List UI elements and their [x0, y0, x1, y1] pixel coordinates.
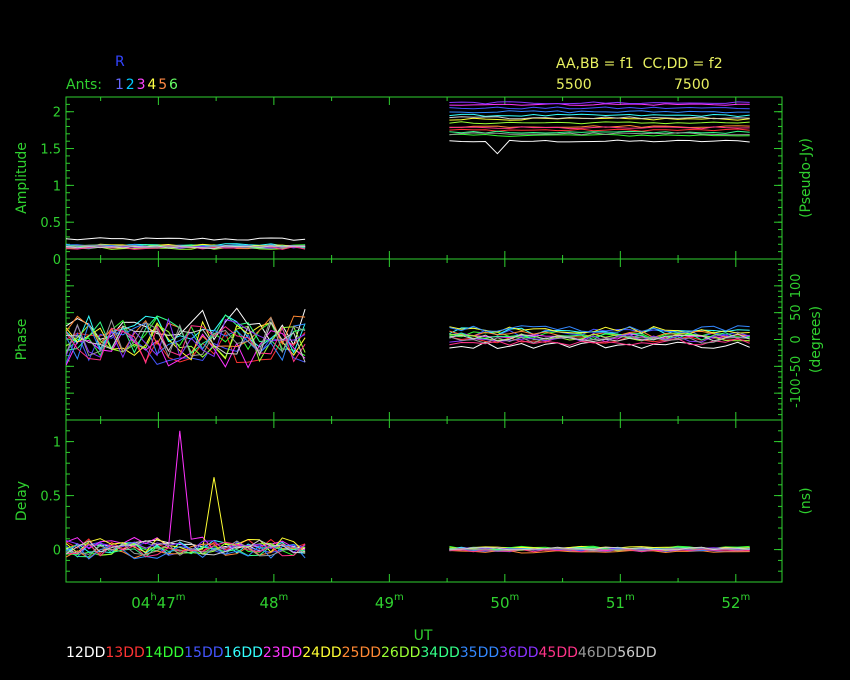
x-tick-minute-unit: m: [394, 592, 404, 603]
phase-axis-label: Phase: [14, 319, 30, 361]
legend-entry-56DD: 56DD: [617, 645, 656, 661]
x-tick-minute-unit: m: [176, 592, 186, 603]
y-right-tick-label: 100: [789, 273, 804, 298]
x-tick-minutes: 51: [606, 594, 625, 612]
legend-entry-25DD: 25DD: [342, 645, 381, 661]
freq-value-f2: 7500: [674, 77, 710, 93]
x-tick-minutes: 49: [375, 594, 394, 612]
amplitude-axis-label: Amplitude: [14, 142, 30, 214]
x-tick-minute-unit: m: [740, 592, 750, 603]
y-right-tick-label: 50: [789, 304, 804, 321]
x-tick-minutes: 48: [259, 594, 278, 612]
y-tick-label: 1: [53, 179, 61, 194]
ant-digit-2: 2: [126, 77, 135, 93]
y-tick-label: 0: [53, 253, 61, 268]
y-tick-label: 1: [53, 436, 61, 451]
y-right-tick-label: 0: [789, 335, 804, 343]
legend-entry-14DD: 14DD: [145, 645, 184, 661]
x-tick-minute-unit: m: [625, 592, 635, 603]
x-tick-minutes: 47: [157, 594, 176, 612]
amplitude-unit-label: (Pseudo-Jy): [798, 138, 814, 218]
x-tick-hours: 04: [131, 594, 150, 612]
legend-entry-12DD: 12DD: [66, 645, 105, 661]
y-tick-label: 0.5: [40, 490, 61, 505]
legend-entry-34DD: 34DD: [420, 645, 459, 661]
delay-unit-label: (ns): [798, 487, 814, 514]
ant-digit-3: 3: [137, 77, 146, 93]
x-tick-minutes: 50: [490, 594, 509, 612]
ant-digit-5: 5: [158, 77, 167, 93]
legend-entry-45DD: 45DD: [539, 645, 578, 661]
ant-digit-6: 6: [169, 77, 178, 93]
y-right-tick-label: -50: [789, 356, 804, 377]
header-marker: R: [115, 54, 125, 70]
legend-entry-13DD: 13DD: [105, 645, 144, 661]
y-tick-label: 2: [53, 106, 61, 121]
legend-entry-23DD: 23DD: [263, 645, 302, 661]
ants-label: Ants:: [66, 77, 102, 93]
legend-entry-35DD: 35DD: [460, 645, 499, 661]
y-right-tick-label: -100: [789, 378, 804, 408]
ant-digit-1: 1: [115, 77, 124, 93]
x-tick-minutes: 52: [721, 594, 740, 612]
legend-entry-36DD: 36DD: [499, 645, 538, 661]
legend-entry-24DD: 24DD: [302, 645, 341, 661]
legend-entry-16DD: 16DD: [224, 645, 263, 661]
ant-digit-4: 4: [147, 77, 156, 93]
y-tick-label: 1.5: [40, 143, 61, 158]
delay-axis-label: Delay: [14, 481, 30, 521]
legend-text: 12DD13DD14DD15DD16DD23DD24DD25DD26DD34DD…: [66, 645, 657, 661]
baseline-legend: 12DD13DD14DD15DD16DD23DD24DD25DD26DD34DD…: [66, 645, 657, 661]
x-tick-minute-unit: m: [510, 592, 520, 603]
x-tick-minute-unit: m: [279, 592, 289, 603]
freq-value-f1: 5500: [556, 77, 592, 93]
legend-entry-26DD: 26DD: [381, 645, 420, 661]
legend-entry-46DD: 46DD: [578, 645, 617, 661]
x-axis-label: UT: [414, 628, 433, 644]
legend-entry-15DD: 15DD: [184, 645, 223, 661]
freq-mapping: AA,BB = f1 CC,DD = f2: [556, 56, 723, 72]
phase-unit-label: (degrees): [808, 306, 824, 373]
y-tick-label: 0.5: [40, 216, 61, 231]
y-tick-label: 0: [53, 544, 61, 559]
